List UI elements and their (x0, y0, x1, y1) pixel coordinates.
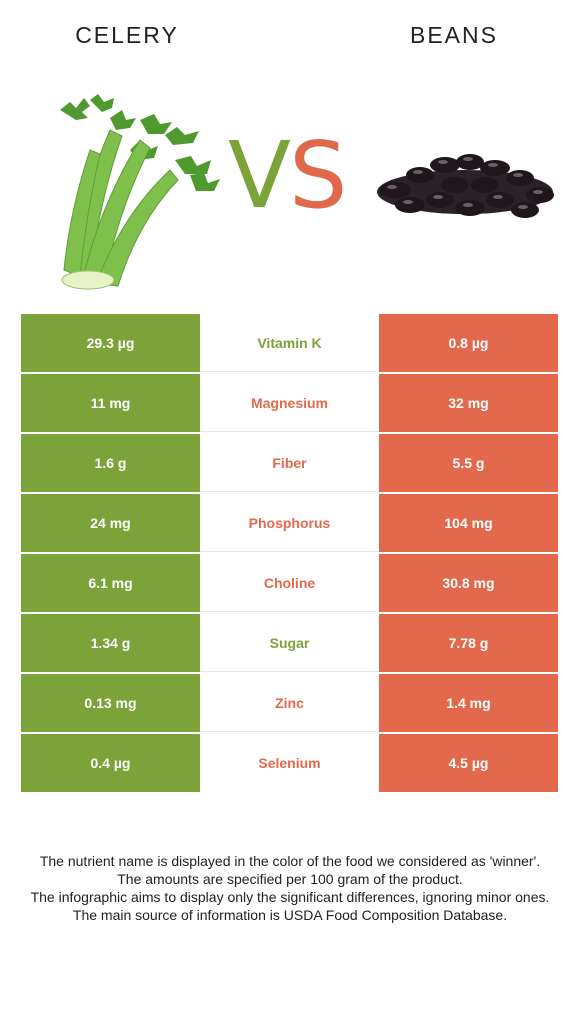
table-row: 11 mg Magnesium 32 mg (21, 374, 558, 434)
table-row: 0.4 µg Selenium 4.5 µg (21, 734, 558, 792)
footnote-line: The infographic aims to display only the… (30, 889, 550, 905)
beans-image (377, 154, 554, 218)
right-value: 32 mg (379, 374, 558, 432)
vs-label: VS (228, 130, 347, 222)
hero-illustration (60, 94, 554, 290)
nutrient-name: Magnesium (200, 374, 379, 432)
left-value: 11 mg (21, 374, 200, 432)
vs-letter-s: S (288, 122, 347, 229)
left-value: 0.13 mg (21, 674, 200, 732)
nutrient-name: Zinc (200, 674, 379, 732)
right-food-title: BEANS (410, 22, 498, 48)
right-value: 7.78 g (379, 614, 558, 672)
table-row: 29.3 µg Vitamin K 0.8 µg (21, 314, 558, 374)
right-value: 1.4 mg (379, 674, 558, 732)
nutrient-name: Vitamin K (200, 314, 379, 372)
vs-letter-v: V (228, 122, 291, 229)
right-value: 4.5 µg (379, 734, 558, 792)
table-row: 1.6 g Fiber 5.5 g (21, 434, 558, 494)
left-value: 1.6 g (21, 434, 200, 492)
footnote: The nutrient name is displayed in the co… (20, 852, 560, 924)
left-value: 29.3 µg (21, 314, 200, 372)
nutrient-name: Fiber (200, 434, 379, 492)
nutrient-name: Selenium (200, 734, 379, 792)
right-value: 104 mg (379, 494, 558, 552)
table-row: 24 mg Phosphorus 104 mg (21, 494, 558, 554)
left-value: 6.1 mg (21, 554, 200, 612)
right-value: 0.8 µg (379, 314, 558, 372)
nutrient-comparison-table: 29.3 µg Vitamin K 0.8 µg 11 mg Magnesium 32 m… (21, 314, 558, 792)
left-value: 24 mg (21, 494, 200, 552)
footnote-line: The amounts are specified per 100 gram o… (117, 871, 463, 887)
nutrient-name: Phosphorus (200, 494, 379, 552)
left-food-title: CELERY (75, 22, 179, 48)
table-row: 0.13 mg Zinc 1.4 mg (21, 674, 558, 734)
left-value: 1.34 g (21, 614, 200, 672)
left-value: 0.4 µg (21, 734, 200, 792)
nutrient-name: Sugar (200, 614, 379, 672)
table-row: 1.34 g Sugar 7.78 g (21, 614, 558, 674)
right-value: 30.8 mg (379, 554, 558, 612)
nutrient-name: Choline (200, 554, 379, 612)
celery-image (60, 94, 220, 290)
footnote-line: The nutrient name is displayed in the co… (39, 853, 541, 869)
table-row: 6.1 mg Choline 30.8 mg (21, 554, 558, 614)
footnote-line: The main source of information is USDA F… (72, 907, 508, 923)
right-value: 5.5 g (379, 434, 558, 492)
